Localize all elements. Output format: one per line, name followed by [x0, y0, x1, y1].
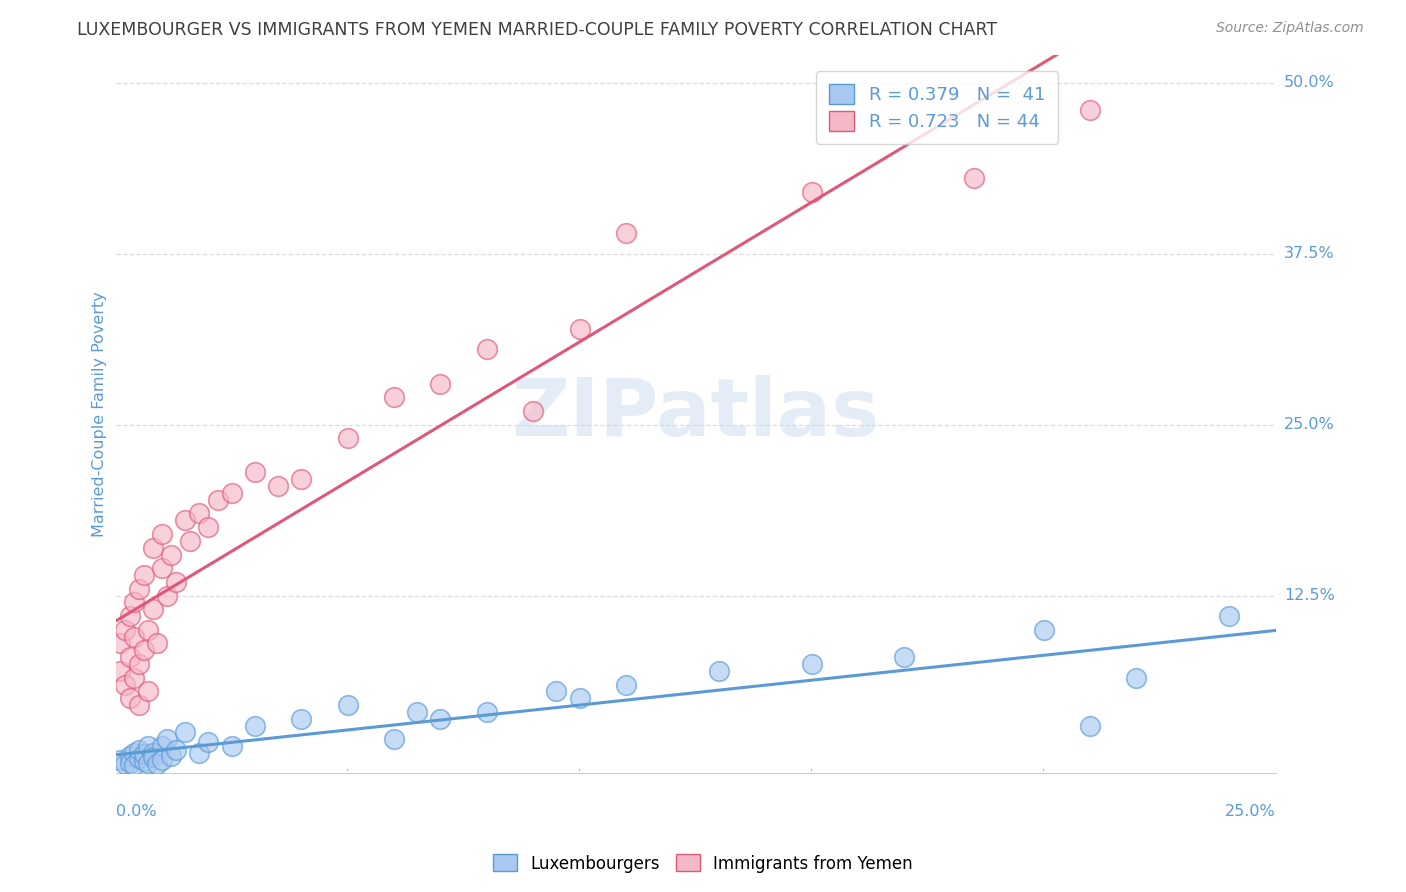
Point: [1078, 718, 1101, 732]
Point: [1125, 671, 1147, 685]
Point: [156, 589, 179, 603]
Point: [165, 743, 187, 757]
Point: [243, 466, 266, 480]
Point: [136, 623, 159, 637]
Point: [118, 650, 141, 665]
Point: [336, 431, 359, 445]
Point: [267, 479, 290, 493]
Point: [188, 746, 211, 760]
Text: 50.0%: 50.0%: [1284, 75, 1334, 90]
Y-axis label: Married-Couple Family Poverty: Married-Couple Family Poverty: [93, 292, 107, 537]
Point: [382, 390, 405, 404]
Point: [150, 753, 173, 767]
Point: [136, 756, 159, 770]
Text: 25.0%: 25.0%: [1225, 804, 1275, 819]
Point: [1032, 623, 1054, 637]
Point: [160, 548, 183, 562]
Point: [963, 171, 986, 186]
Point: [429, 712, 451, 726]
Point: [122, 630, 145, 644]
Point: [382, 732, 405, 747]
Point: [179, 533, 201, 548]
Point: [142, 602, 165, 616]
Point: [122, 746, 145, 760]
Point: [114, 623, 136, 637]
Point: [114, 756, 136, 771]
Point: [150, 527, 173, 541]
Point: [142, 750, 165, 764]
Text: 12.5%: 12.5%: [1284, 588, 1334, 603]
Point: [132, 754, 155, 768]
Legend: R = 0.379   N =  41, R = 0.723   N = 44: R = 0.379 N = 41, R = 0.723 N = 44: [817, 71, 1057, 144]
Point: [122, 758, 145, 772]
Point: [118, 609, 141, 624]
Point: [221, 739, 243, 753]
Text: 25.0%: 25.0%: [1284, 417, 1334, 432]
Point: [614, 677, 637, 691]
Point: [707, 664, 730, 678]
Point: [336, 698, 359, 712]
Point: [165, 574, 187, 589]
Point: [174, 513, 197, 527]
Point: [522, 404, 544, 418]
Point: [406, 705, 429, 719]
Point: [128, 751, 150, 765]
Point: [800, 657, 823, 671]
Point: [1078, 103, 1101, 117]
Text: 37.5%: 37.5%: [1284, 246, 1334, 261]
Point: [546, 684, 568, 698]
Point: [160, 748, 183, 763]
Text: 0.0%: 0.0%: [115, 804, 156, 819]
Point: [128, 582, 150, 596]
Point: [118, 691, 141, 706]
Point: [614, 226, 637, 240]
Point: [132, 568, 155, 582]
Point: [132, 747, 155, 762]
Text: LUXEMBOURGER VS IMMIGRANTS FROM YEMEN MARRIED-COUPLE FAMILY POVERTY CORRELATION : LUXEMBOURGER VS IMMIGRANTS FROM YEMEN MA…: [77, 21, 997, 38]
Point: [110, 753, 132, 767]
Point: [142, 746, 165, 760]
Point: [150, 561, 173, 575]
Point: [128, 698, 150, 712]
Point: [475, 343, 498, 357]
Point: [174, 725, 197, 739]
Point: [132, 643, 155, 657]
Point: [156, 732, 179, 747]
Point: [429, 376, 451, 391]
Point: [114, 677, 136, 691]
Point: [122, 671, 145, 685]
Text: Source: ZipAtlas.com: Source: ZipAtlas.com: [1216, 21, 1364, 35]
Point: [197, 520, 219, 534]
Point: [136, 739, 159, 753]
Point: [188, 507, 211, 521]
Point: [118, 756, 141, 770]
Point: [800, 185, 823, 199]
Point: [197, 735, 219, 749]
Point: [146, 756, 169, 771]
Legend: Luxembourgers, Immigrants from Yemen: Luxembourgers, Immigrants from Yemen: [486, 847, 920, 880]
Point: [142, 541, 165, 555]
Point: [568, 691, 591, 706]
Point: [207, 492, 229, 507]
Point: [128, 657, 150, 671]
Point: [243, 718, 266, 732]
Point: [290, 472, 312, 486]
Point: [893, 650, 915, 665]
Point: [150, 739, 173, 753]
Point: [110, 664, 132, 678]
Point: [136, 684, 159, 698]
Point: [110, 636, 132, 650]
Point: [118, 748, 141, 763]
Point: [290, 712, 312, 726]
Point: [122, 595, 145, 609]
Point: [146, 636, 169, 650]
Text: ZIPatlas: ZIPatlas: [512, 376, 880, 453]
Point: [1218, 609, 1240, 624]
Point: [475, 705, 498, 719]
Point: [221, 486, 243, 500]
Point: [568, 322, 591, 336]
Point: [128, 743, 150, 757]
